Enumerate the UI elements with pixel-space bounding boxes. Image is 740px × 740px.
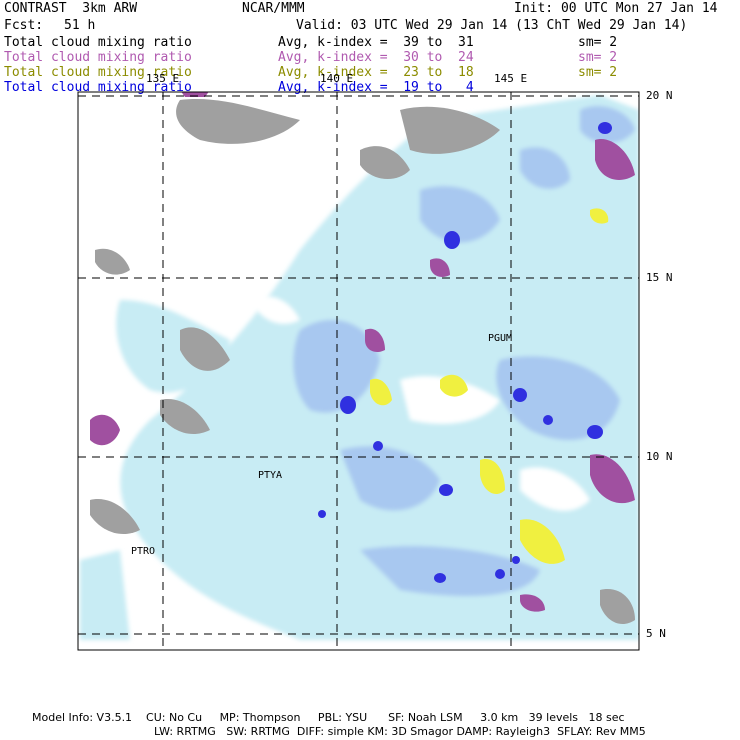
- legend-row-2-field: Total cloud mixing ratio: [4, 50, 192, 65]
- legend-row-4-field: Total cloud mixing ratio: [4, 80, 192, 95]
- lat-label-20n: 20 N: [646, 89, 673, 102]
- center-name: NCAR/MMM: [242, 1, 305, 16]
- legend-row-3-field: Total cloud mixing ratio: [4, 65, 192, 80]
- forecast-hour: 51 h: [64, 18, 96, 33]
- lat-label-15n: 15 N: [646, 271, 673, 284]
- yellow-cloud-layer: [370, 208, 609, 564]
- legend-row-3-sm: sm= 2: [578, 65, 618, 80]
- lon-label-145e: 145 E: [494, 72, 528, 85]
- grid-lines: [78, 92, 639, 650]
- legend-row-3-index: Avg, k-index = 23 to 18: [278, 65, 474, 80]
- legend-row-2-sm: sm= 2: [578, 50, 618, 65]
- footer-physics-info: LW: RRTMG SW: RRTMG DIFF: simple KM: 3D …: [154, 725, 646, 738]
- cloud-field: [80, 92, 639, 640]
- lon-label-140e: 140 E: [320, 72, 354, 85]
- deep-cloud-layer: [318, 122, 612, 583]
- init-time: Init: 00 UTC Mon 27 Jan 14: [514, 1, 718, 16]
- forecast-label: Fcst:: [4, 18, 44, 33]
- model-title: CONTRAST 3km ARW: [4, 1, 138, 16]
- legend-row-1-field: Total cloud mixing ratio: [4, 35, 192, 50]
- station-label-pgum: PGUM: [488, 333, 513, 344]
- mid-cloud-layer: [293, 106, 635, 596]
- lat-label-10n: 10 N: [646, 450, 673, 463]
- footer-model-info: Model Info: V3.5.1 CU: No Cu MP: Thompso…: [32, 711, 625, 724]
- station-label-ptya: PTYA: [258, 470, 283, 481]
- lat-label-5n: 5 N: [646, 627, 666, 640]
- lon-label-135e: 135 E: [146, 72, 180, 85]
- legend-row-2-index: Avg, k-index = 30 to 24: [278, 50, 474, 65]
- purple-cloud-layer: [90, 92, 635, 612]
- clear-patches: [250, 296, 590, 511]
- legend-row-1-index: Avg, k-index = 39 to 31: [278, 35, 474, 50]
- legend-row-1-sm: sm= 2: [578, 35, 618, 50]
- station-label-ptro: PTRO: [131, 546, 156, 557]
- gray-cloud-layer: [90, 99, 635, 625]
- legend-row-4-index: Avg, k-index = 19 to 4: [278, 80, 474, 95]
- valid-time: Valid: 03 UTC Wed 29 Jan 14 (13 ChT Wed …: [296, 18, 688, 33]
- map-border: [77, 91, 640, 651]
